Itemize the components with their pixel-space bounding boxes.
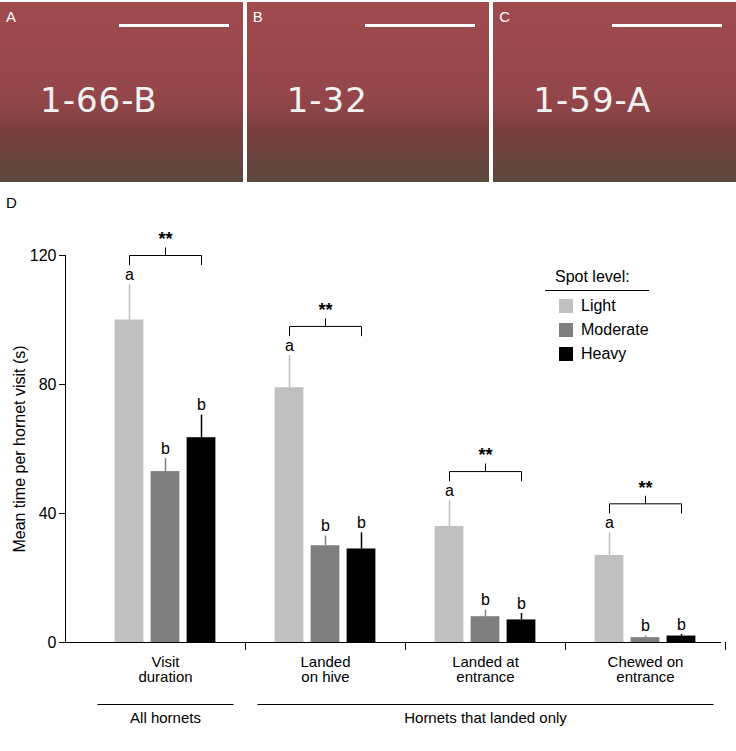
svg-text:b: b bbox=[321, 517, 330, 534]
html-text:Light: Light bbox=[581, 297, 616, 314]
svg-text:Hornets that landed only: Hornets that landed only bbox=[404, 709, 567, 726]
svg-text:Visitduration: Visitduration bbox=[138, 653, 192, 685]
svg-text:Landed atentrance: Landed atentrance bbox=[452, 653, 520, 685]
svg-text:a: a bbox=[445, 482, 454, 499]
svg-text:**: ** bbox=[158, 229, 172, 249]
svg-text:b: b bbox=[677, 616, 686, 633]
html-text:1-59-A: 1-59-A bbox=[533, 80, 652, 120]
html-text:Spot level:: Spot level: bbox=[555, 268, 630, 285]
svg-text:**: ** bbox=[638, 478, 652, 498]
svg-text:40: 40 bbox=[39, 505, 57, 522]
svg-text:All hornets: All hornets bbox=[130, 709, 201, 726]
svg-text:b: b bbox=[197, 396, 206, 413]
svg-text:80: 80 bbox=[39, 376, 57, 393]
svg-text:Landedon hive: Landedon hive bbox=[300, 653, 350, 685]
html-text:D: D bbox=[6, 194, 17, 211]
html-text:B: B bbox=[252, 8, 263, 25]
svg-text:b: b bbox=[517, 595, 526, 612]
svg-text:0: 0 bbox=[48, 634, 57, 651]
html-text:C: C bbox=[499, 8, 511, 25]
svg-text:b: b bbox=[481, 591, 490, 608]
svg-text:b: b bbox=[357, 514, 366, 531]
html-text:1-66-B: 1-66-B bbox=[40, 80, 158, 120]
html-text:Moderate: Moderate bbox=[581, 321, 649, 338]
svg-text:**: ** bbox=[478, 445, 492, 465]
svg-text:a: a bbox=[285, 337, 294, 354]
svg-text:**: ** bbox=[318, 300, 332, 320]
html-text:1-32: 1-32 bbox=[286, 80, 368, 120]
svg-text:Mean time per hornet visit (s): Mean time per hornet visit (s) bbox=[11, 345, 28, 552]
svg-text:120: 120 bbox=[30, 247, 57, 264]
html-text:Heavy: Heavy bbox=[581, 345, 627, 362]
svg-text:Chewed onentrance: Chewed onentrance bbox=[608, 653, 684, 685]
html-text:A: A bbox=[6, 8, 16, 25]
svg-text:b: b bbox=[161, 440, 170, 457]
svg-text:a: a bbox=[605, 514, 614, 531]
svg-text:a: a bbox=[125, 266, 134, 283]
svg-text:b: b bbox=[641, 617, 650, 634]
